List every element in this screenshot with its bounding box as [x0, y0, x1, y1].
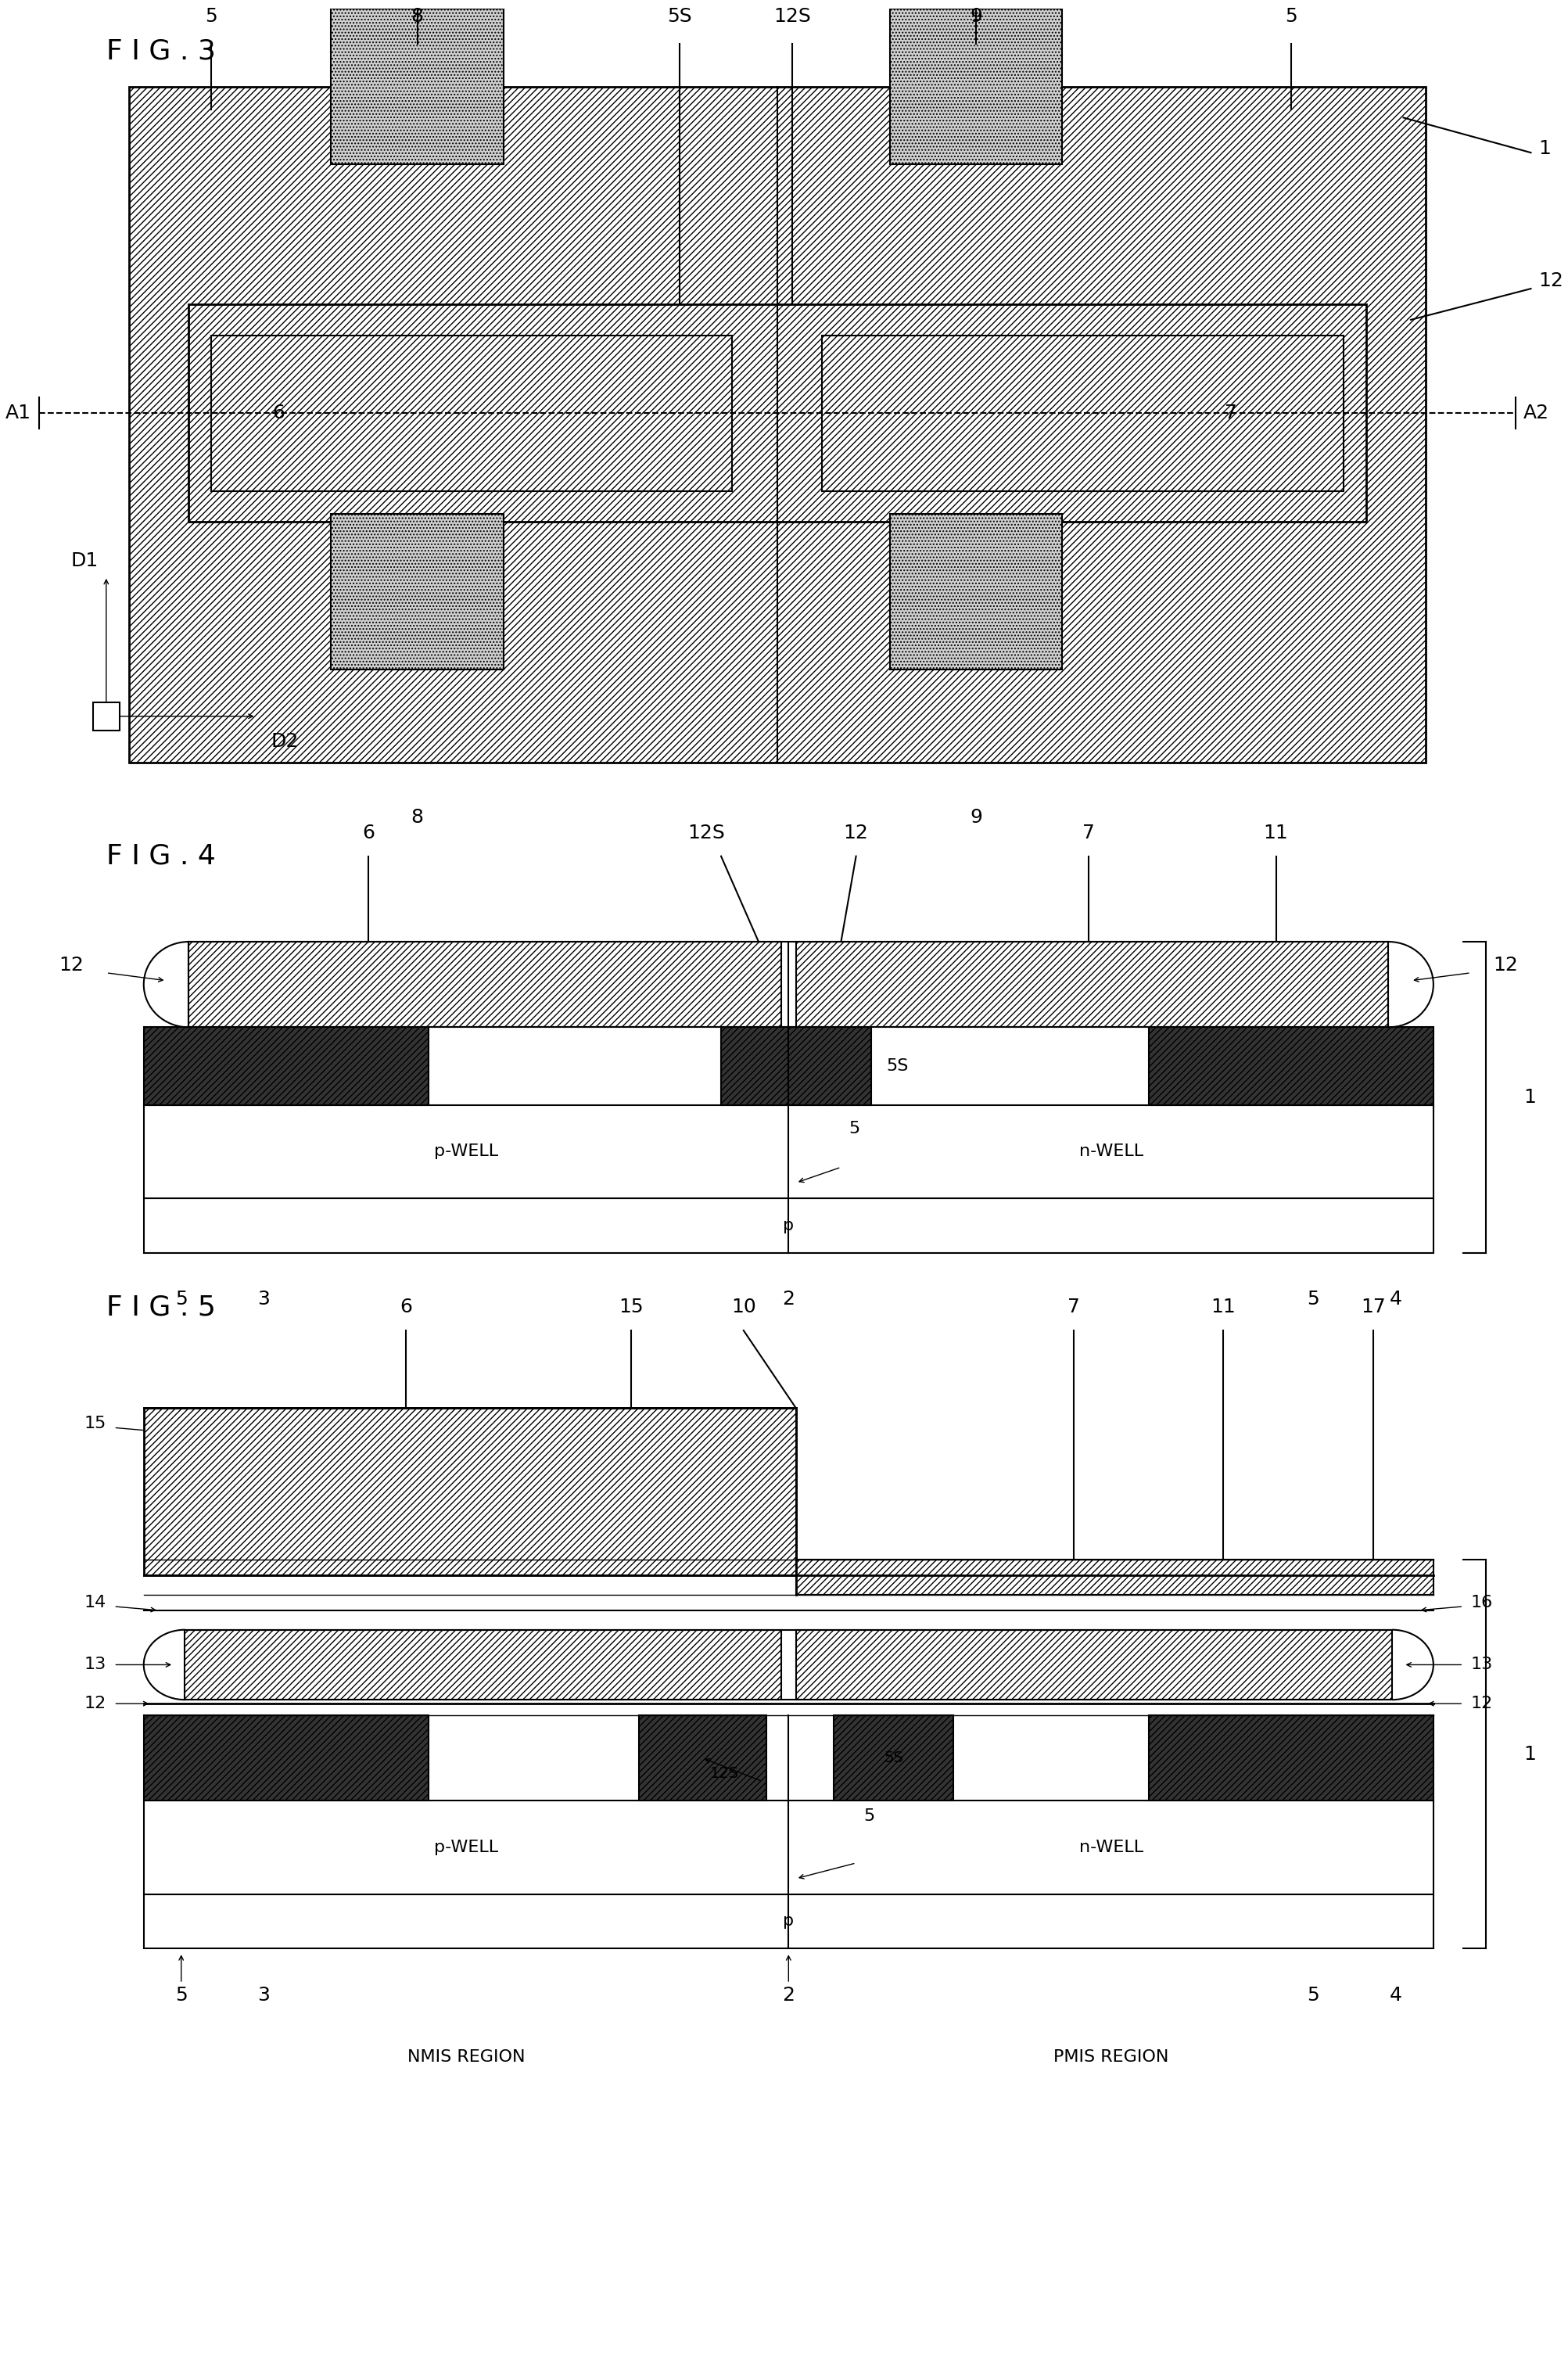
Text: 11: 11 [1210, 1297, 1236, 1315]
Text: 5: 5 [205, 7, 218, 26]
Text: 12S: 12S [710, 1765, 739, 1782]
Text: 7: 7 [1068, 1297, 1080, 1315]
Text: 12S: 12S [773, 7, 811, 26]
Text: 6: 6 [273, 405, 285, 424]
Text: 15: 15 [619, 1297, 643, 1315]
Text: 12: 12 [1538, 272, 1563, 291]
Text: D1: D1 [71, 551, 99, 570]
Text: 14: 14 [85, 1595, 107, 1611]
Text: 16: 16 [1471, 1595, 1493, 1611]
Text: 9: 9 [969, 7, 982, 26]
Bar [144, 1408, 797, 1576]
Bar [797, 1559, 1433, 1595]
Bar [144, 1027, 428, 1105]
Text: D2: D2 [271, 731, 299, 750]
Bar [797, 942, 1388, 1027]
Bar [331, 9, 503, 163]
Bar [1148, 1715, 1433, 1801]
Bar [188, 305, 1366, 523]
Text: 12: 12 [85, 1696, 107, 1711]
Text: 11: 11 [1264, 823, 1289, 842]
Bar [144, 1105, 1433, 1197]
Text: F I G . 3: F I G . 3 [107, 38, 216, 64]
Bar [889, 513, 1062, 670]
Text: 9: 9 [969, 807, 982, 826]
Text: 15: 15 [85, 1415, 107, 1431]
Text: p-WELL: p-WELL [434, 1841, 499, 1855]
Text: 8: 8 [411, 807, 423, 826]
Bar [797, 1630, 1392, 1699]
Bar [144, 1715, 428, 1801]
Text: p: p [782, 1914, 793, 1928]
Text: 10: 10 [731, 1297, 756, 1315]
Text: 5S: 5S [668, 7, 691, 26]
Text: 12S: 12S [687, 823, 724, 842]
Text: 5: 5 [176, 1985, 187, 2004]
Text: 4: 4 [1389, 1985, 1402, 2004]
Text: 4: 4 [1389, 1289, 1402, 1308]
Bar [834, 1715, 953, 1801]
Text: 7: 7 [1082, 823, 1094, 842]
Text: 5: 5 [1284, 7, 1297, 26]
Bar [1148, 1027, 1433, 1105]
Text: 5S: 5S [884, 1751, 903, 1765]
Text: 1: 1 [1524, 1088, 1535, 1107]
Text: 2: 2 [782, 1289, 795, 1308]
Text: 8: 8 [411, 7, 423, 26]
Text: 1: 1 [1524, 1744, 1535, 1763]
Text: A2: A2 [1524, 405, 1549, 424]
Text: p-WELL: p-WELL [434, 1143, 499, 1159]
Text: n-WELL: n-WELL [1079, 1143, 1143, 1159]
Text: 2: 2 [782, 1985, 795, 2004]
Text: 3: 3 [257, 1985, 270, 2004]
Text: 1: 1 [1538, 140, 1551, 159]
Text: 5: 5 [1308, 1289, 1320, 1308]
Text: 12: 12 [58, 956, 83, 975]
Text: F I G . 5: F I G . 5 [107, 1294, 216, 1320]
Bar [144, 1895, 1433, 1950]
Text: 13: 13 [1471, 1656, 1493, 1673]
Bar [93, 703, 119, 731]
Text: 5: 5 [176, 1289, 187, 1308]
Bar [889, 9, 1062, 163]
Bar [331, 513, 503, 670]
Text: 6: 6 [400, 1297, 412, 1315]
Bar [212, 336, 732, 490]
Text: p: p [782, 1218, 793, 1233]
Text: 12: 12 [844, 823, 869, 842]
Text: 5: 5 [864, 1808, 875, 1824]
Bar [188, 942, 781, 1027]
Text: 5S: 5S [886, 1058, 908, 1074]
Text: 13: 13 [85, 1656, 107, 1673]
Text: 5: 5 [848, 1121, 859, 1136]
Text: 17: 17 [1361, 1297, 1386, 1315]
Bar [721, 1027, 872, 1105]
Text: n-WELL: n-WELL [1079, 1841, 1143, 1855]
Bar [129, 88, 1425, 762]
Text: A1: A1 [5, 405, 31, 424]
Bar [144, 1197, 1433, 1252]
Text: 3: 3 [257, 1289, 270, 1308]
Bar [822, 336, 1344, 490]
Text: 12: 12 [1493, 956, 1518, 975]
Text: NMIS REGION: NMIS REGION [408, 2049, 525, 2066]
Bar [144, 1801, 1433, 1895]
Text: PMIS REGION: PMIS REGION [1054, 2049, 1168, 2066]
Text: 6: 6 [362, 823, 375, 842]
Bar [185, 1630, 781, 1699]
Text: 12: 12 [1471, 1696, 1493, 1711]
Bar [638, 1715, 767, 1801]
Text: 7: 7 [1225, 405, 1237, 424]
Text: F I G . 4: F I G . 4 [107, 842, 216, 871]
Text: 5: 5 [1308, 1985, 1320, 2004]
